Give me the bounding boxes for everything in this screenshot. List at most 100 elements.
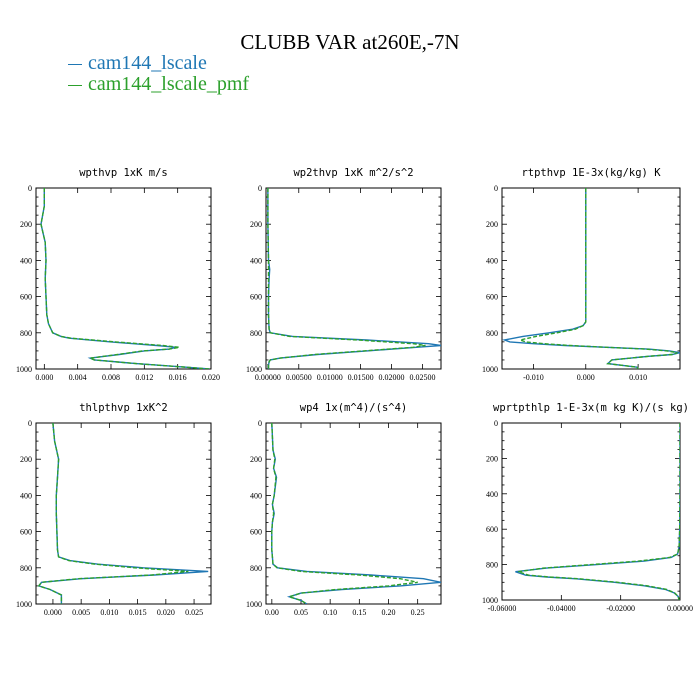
- y-tick-label: 600: [20, 293, 32, 302]
- series-line-lscale: [267, 188, 441, 369]
- x-tick-label: 0.01000: [317, 373, 343, 382]
- plot-title: wprtpthlp 1-E-3x(m kg K)/(s kg): [493, 402, 689, 414]
- plot-title: wpthvp 1xK m/s: [79, 167, 168, 179]
- y-tick-label: 800: [250, 329, 262, 338]
- series-line-lscale: [40, 188, 210, 369]
- x-tick-label: 0.20: [382, 608, 396, 617]
- y-tick-label: 800: [250, 564, 262, 573]
- x-tick-label: 0.020: [157, 608, 175, 617]
- x-tick-label: 0.000: [577, 373, 595, 382]
- y-tick-label: 400: [486, 490, 498, 499]
- y-tick-label: 200: [20, 220, 32, 229]
- x-tick-label: -0.010: [523, 373, 544, 382]
- x-tick-label: 0.02000: [379, 373, 405, 382]
- x-tick-label: 0.000: [44, 608, 62, 617]
- plot-frame: [265, 422, 442, 605]
- x-tick-label: 0.010: [100, 608, 118, 617]
- series-line-lscale: [271, 423, 441, 604]
- plot-title: wp2thvp 1xK m^2/s^2: [293, 167, 413, 179]
- x-tick-label: 0.05: [294, 608, 308, 617]
- y-tick-label: 800: [20, 329, 32, 338]
- x-tick-label: 0.15: [352, 608, 366, 617]
- profile-plot-6: wprtpthlp 1-E-3x(m kg K)/(s kg) 0 200 400 60…: [482, 402, 693, 613]
- y-tick-label: 400: [486, 256, 498, 265]
- profile-plot-3: rtpthvp 1E-3x(kg/kg) K 0 200 400 600 800 1000 -…: [482, 167, 681, 382]
- page-title: CLUBB VAR at260E,-7N: [240, 30, 460, 54]
- x-tick-label: -0.02000: [606, 604, 635, 613]
- x-tick-label: 0.10: [323, 608, 337, 617]
- y-tick-label: 200: [20, 455, 32, 464]
- x-tick-label: 0.008: [102, 373, 120, 382]
- plot-title: rtpthvp 1E-3x(kg/kg) K: [521, 167, 661, 179]
- x-tick-label: 0.00500: [286, 373, 312, 382]
- x-tick-label: 0.016: [169, 373, 187, 382]
- x-tick-label: 0.020: [202, 373, 220, 382]
- x-tick-label: 0.25: [411, 608, 425, 617]
- x-tick-label: 0.010: [629, 373, 647, 382]
- series-line-lscale-pmf: [518, 423, 680, 600]
- y-tick-label: 0: [494, 419, 498, 428]
- y-tick-label: 800: [486, 329, 498, 338]
- y-tick-label: 1000: [246, 600, 262, 609]
- y-tick-label: 600: [20, 528, 32, 537]
- plot-title: wp4 1x(m^4)/(s^4): [300, 402, 407, 414]
- y-tick-label: 200: [250, 220, 262, 229]
- y-tick-label: 600: [486, 525, 498, 534]
- y-tick-label: 800: [486, 561, 498, 570]
- plot-title: thlpthvp 1xK^2: [79, 402, 168, 414]
- x-tick-label: 0.005: [72, 608, 90, 617]
- y-tick-label: 1000: [482, 596, 498, 605]
- series-line-lscale: [502, 188, 680, 369]
- y-tick-label: 400: [250, 491, 262, 500]
- y-tick-label: 800: [20, 564, 32, 573]
- plot-frame: [501, 422, 681, 601]
- y-tick-label: 1000: [16, 365, 32, 374]
- series-line-lscale: [515, 423, 680, 600]
- x-tick-label: 0.012: [135, 373, 153, 382]
- legend-entry-lscale-pmf: cam144_lscale_pmf: [68, 73, 249, 95]
- series-line-lscale-pmf: [267, 188, 426, 369]
- x-tick-label: -0.04000: [547, 604, 576, 613]
- y-tick-label: 400: [20, 491, 32, 500]
- y-tick-label: 600: [250, 293, 262, 302]
- series-line-lscale-pmf: [517, 188, 678, 369]
- profile-plot-2: wp2thvp 1xK m^2/s^2020040060080010000.00…: [246, 167, 442, 382]
- plot-frame: [265, 187, 442, 370]
- x-tick-label: 0.004: [69, 373, 87, 382]
- y-tick-label: 400: [250, 256, 262, 265]
- profile-plot-4: thlpthvp 1xK^2 0 200 400 600 800 1000 0.000 0.00…: [16, 402, 212, 617]
- x-tick-label: 0.00000: [255, 373, 281, 382]
- y-tick-label: 0: [28, 184, 32, 193]
- x-tick-label: 0.00000: [667, 604, 693, 613]
- x-tick-label: 0.00: [265, 608, 279, 617]
- legend-swatch: [68, 63, 82, 65]
- legend-swatch: [68, 84, 82, 86]
- legend-label: cam144_lscale_pmf: [88, 73, 250, 95]
- y-tick-label: 400: [20, 256, 32, 265]
- legend-label: cam144_lscale: [88, 52, 207, 74]
- series-line-lscale-pmf: [37, 423, 189, 604]
- y-tick-label: 0: [494, 184, 498, 193]
- series-line-lscale-pmf: [271, 423, 418, 604]
- legend-entry-lscale: cam144_lscale: [68, 52, 207, 74]
- x-tick-label: 0.000: [35, 373, 53, 382]
- y-tick-label: 0: [258, 184, 262, 193]
- y-tick-label: 0: [258, 419, 262, 428]
- x-tick-label: 0.015: [129, 608, 147, 617]
- series-line-lscale-pmf: [40, 188, 210, 369]
- y-tick-label: 600: [250, 528, 262, 537]
- y-tick-label: 0: [28, 419, 32, 428]
- y-tick-label: 200: [250, 455, 262, 464]
- y-tick-label: 1000: [16, 600, 32, 609]
- y-tick-label: 1000: [246, 365, 262, 374]
- x-tick-label: -0.06000: [488, 604, 517, 613]
- y-tick-label: 200: [486, 220, 498, 229]
- x-tick-label: 0.025: [185, 608, 203, 617]
- x-tick-label: 0.01500: [348, 373, 374, 382]
- y-tick-label: 1000: [482, 365, 498, 374]
- y-tick-label: 600: [486, 293, 498, 302]
- x-tick-label: 0.02500: [409, 373, 435, 382]
